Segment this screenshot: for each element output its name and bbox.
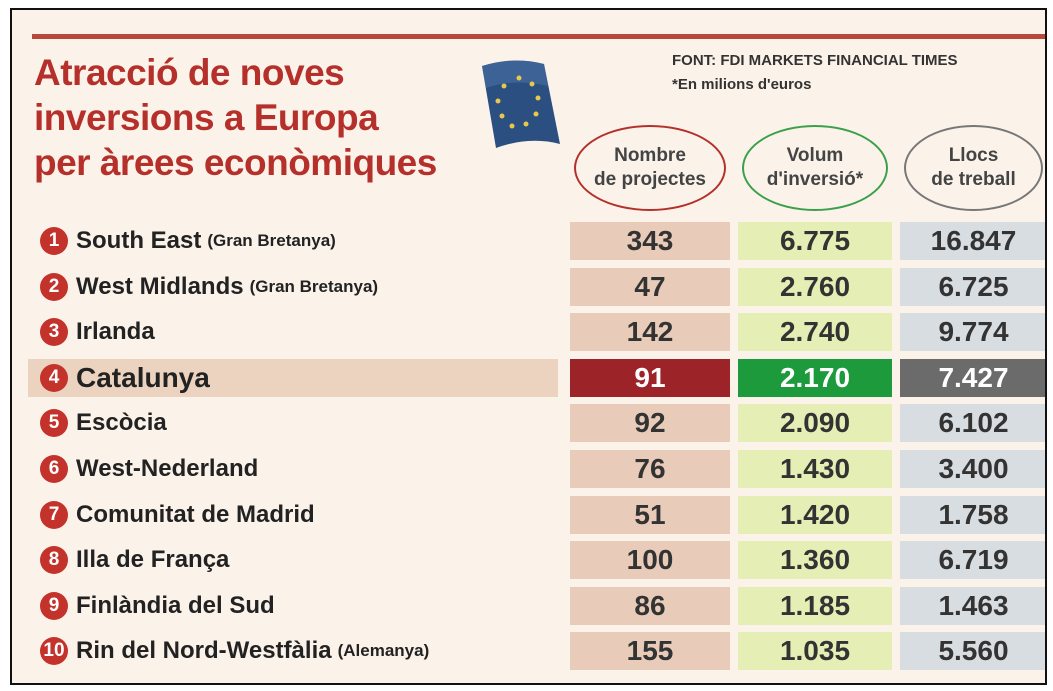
value-cell: 3.400 [900,450,1045,488]
region-cell: 10 Rin del Nord-Westfàlia (Alemanya) [28,632,558,670]
note: *En milions d'euros [672,76,812,93]
region-name: Comunitat de Madrid [76,500,315,528]
value-cell: 6.102 [900,404,1045,443]
value-cell: 76 [570,450,730,488]
region-name: Finlàndia del Sud [76,591,275,619]
region-cell: 9 Finlàndia del Sud [28,587,558,625]
rank-badge: 7 [40,500,68,529]
value-cell: 91 [570,358,730,397]
rank-badge: 4 [40,363,68,392]
value-cell: 2.760 [738,267,892,306]
column-header: Volum d'inversió* [742,125,888,211]
value-cell: 9.774 [900,313,1045,352]
column-header-line: de treball [931,169,1016,190]
table-row: 2 West Midlands (Gran Bretanya) 47 2.760 6.72… [12,267,1045,306]
table-row: 10 Rin del Nord-Westfàlia (Alemanya) 155 1.0… [12,632,1045,671]
eu-flag [482,60,560,148]
column-header-line: Volum [786,145,844,166]
region-name: South East [76,227,202,254]
value-cell: 1.360 [738,541,892,580]
rank-badge: 9 [40,591,68,620]
column-header-line: de projectes [594,169,706,190]
region-name: Irlanda [76,318,155,346]
rank-badge: 6 [40,455,68,483]
value-cell: 51 [570,495,730,534]
value-cell: 1.420 [738,495,892,534]
value-cell: 47 [570,267,730,306]
region-cell: 8 Illa de França [28,541,558,579]
value-cell: 5.560 [900,632,1045,671]
rank-badge: 5 [40,409,68,438]
value-cell: 2.090 [738,404,892,443]
value-cell: 2.170 [738,358,892,397]
column-header-line: Llocs [948,145,999,166]
value-cell: 1.758 [900,495,1045,534]
rank-badge: 8 [40,546,68,575]
value-cell: 16.847 [900,222,1045,260]
value-cell: 100 [570,541,730,580]
region-cell: 5 Escòcia [28,404,558,442]
title-line: Atracció de noves [34,52,345,93]
region-cell: 2 West Midlands (Gran Bretanya) [28,268,558,306]
table-row: 5 Escòcia 92 2.090 6.102 [12,404,1045,443]
table-row: 4 Catalunya 91 2.170 7.427 [12,358,1045,397]
table-row: 7 Comunitat de Madrid 51 1.420 1.758 [12,495,1045,534]
value-cell: 1.430 [738,450,892,488]
value-cell: 343 [570,222,730,260]
value-cell: 6.725 [900,267,1045,306]
rank-badge: 1 [40,227,68,255]
top-rule [32,34,1045,39]
column-header: Llocs de treball [904,125,1043,211]
rank-badge: 10 [40,637,68,666]
table-row: 6 West-Nederland 76 1.430 3.400 [12,450,1045,488]
table-row: 9 Finlàndia del Sud 86 1.185 1.463 [12,586,1045,625]
table-row: 1 South East (Gran Bretanya) 343 6.775 16.847 [12,222,1045,260]
region-cell: 3 Irlanda [28,313,558,351]
value-cell: 7.427 [900,358,1045,397]
region-name: Rin del Nord-Westfàlia [76,637,332,665]
region-qualifier: (Gran Bretanya) [207,231,336,250]
value-cell: 6.775 [738,222,892,260]
region-name: Escòcia [76,409,167,437]
column-header-line: d'inversió* [766,169,864,190]
value-cell: 1.185 [738,586,892,625]
value-cell: 6.719 [900,541,1045,580]
rank-badge: 2 [40,272,68,301]
region-name: Catalunya [76,361,210,393]
column-header: Nombre de projectes [574,125,726,211]
title-line: per àrees econòmiques [34,142,437,183]
value-cell: 1.463 [900,586,1045,625]
region-name: Illa de França [76,546,230,574]
table-row: 3 Irlanda 142 2.740 9.774 [12,313,1045,352]
infographic: Atracció de noves inversions a Europa per … [10,8,1047,685]
region-qualifier: (Gran Bretanya) [249,276,379,296]
source: FONT: FDI MARKETS FINANCIAL TIMES [672,52,958,69]
value-cell: 1.035 [738,632,892,671]
region-name: West Midlands [76,272,244,300]
value-cell: 92 [570,404,730,443]
column-header-line: Nombre [614,145,686,166]
title-line: inversions a Europa [34,97,379,138]
region-cell: 7 Comunitat de Madrid [28,496,558,534]
region-cell: 1 South East (Gran Bretanya) [28,222,558,260]
value-cell: 2.740 [738,313,892,352]
region-cell: 4 Catalunya [28,358,558,397]
value-cell: 86 [570,586,730,625]
title: Atracció de noves inversions a Europa per … [34,50,437,185]
value-cell: 155 [570,632,730,671]
table-row: 8 Illa de França 100 1.360 6.719 [12,541,1045,580]
region-name: West-Nederland [76,455,259,482]
region-cell: 6 West-Nederland [28,450,558,488]
rank-badge: 3 [40,318,68,347]
region-qualifier: (Alemanya) [337,641,430,661]
value-cell: 142 [570,313,730,352]
